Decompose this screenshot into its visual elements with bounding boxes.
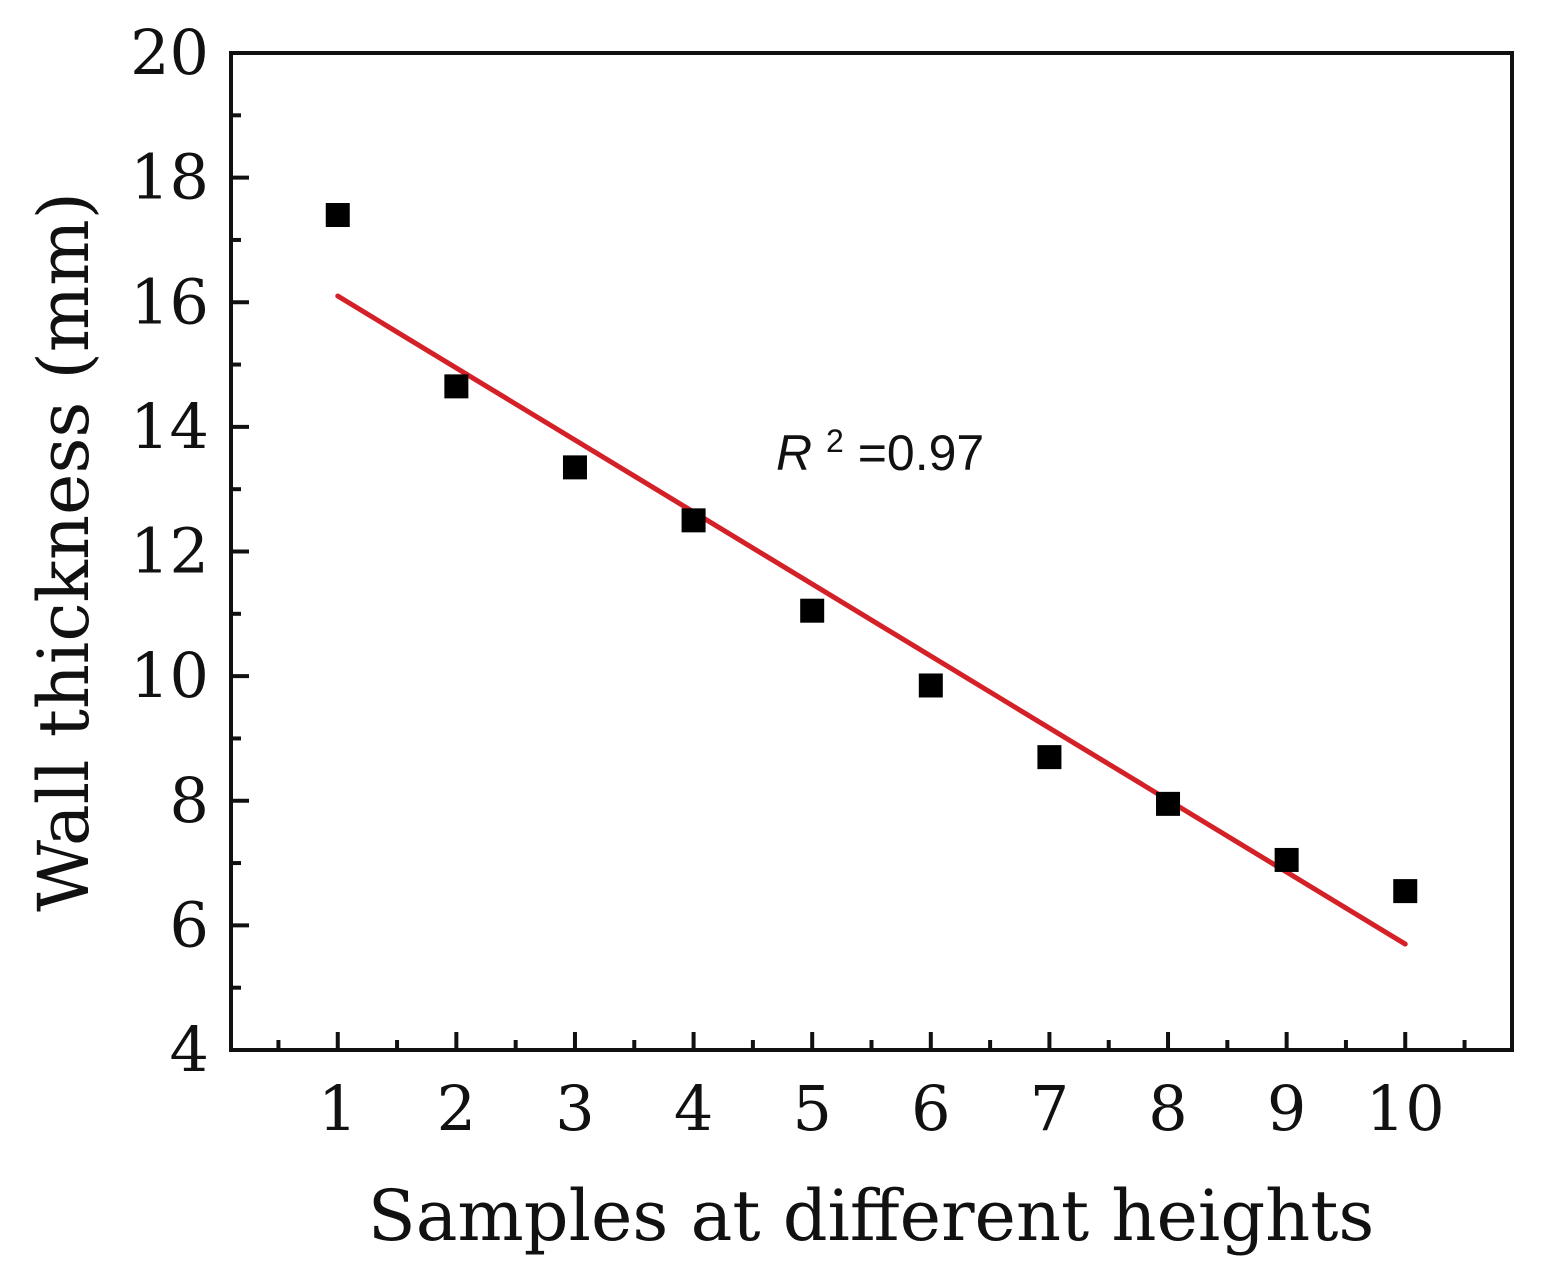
y-tick-label: 8: [170, 764, 209, 837]
data-point: [918, 673, 943, 698]
y-tick-label: 4: [170, 1013, 209, 1086]
x-tick-label: 4: [674, 1072, 713, 1145]
r-squared-symbol: R: [776, 425, 812, 481]
y-tick-label: 16: [130, 265, 209, 338]
y-tick-label: 6: [170, 888, 209, 961]
x-axis-ticks: [276, 1032, 1467, 1050]
y-tick-label: 14: [130, 390, 209, 463]
data-point: [1156, 791, 1181, 816]
data-point: [1393, 879, 1418, 904]
data-points: [325, 203, 1418, 904]
data-point: [562, 455, 587, 480]
x-tick-label: 8: [1148, 1072, 1187, 1145]
x-tick-label: 2: [437, 1072, 476, 1145]
x-tick-label: 3: [555, 1072, 594, 1145]
y-tick-label: 10: [130, 639, 209, 712]
data-point: [1274, 847, 1299, 872]
y-axis-title: Wall thickness (mm): [23, 192, 105, 912]
x-axis-title: Samples at different heights: [368, 1175, 1375, 1257]
data-point: [800, 598, 825, 623]
r-squared-value: =0.97: [858, 425, 985, 481]
x-tick-label: 5: [792, 1072, 831, 1145]
r-squared-annotation: R 2 =0.97: [776, 407, 984, 481]
plot-frame: [229, 51, 1514, 1052]
x-tick-label: 7: [1030, 1072, 1069, 1145]
y-axis-tick-labels: 4 6 8 10 12 14 16 18 20: [130, 16, 209, 1086]
y-axis-ticks: [231, 51, 249, 1052]
linear-fit-line: [335, 293, 1408, 947]
x-tick-label: 9: [1267, 1072, 1306, 1145]
data-point: [444, 374, 469, 399]
data-point: [325, 203, 350, 228]
x-tick-label: 6: [911, 1072, 950, 1145]
r-squared-exponent: 2: [826, 423, 844, 459]
y-tick-label: 20: [130, 16, 209, 89]
x-tick-label: 1: [318, 1072, 357, 1145]
y-tick-label: 12: [130, 515, 209, 588]
y-tick-label: 18: [130, 141, 209, 214]
data-point: [1037, 745, 1062, 770]
data-point: [681, 508, 706, 533]
x-axis-tick-labels: 1 2 3 4 5 6 7 8 9 10: [318, 1072, 1445, 1145]
x-tick-label: 10: [1366, 1072, 1445, 1145]
